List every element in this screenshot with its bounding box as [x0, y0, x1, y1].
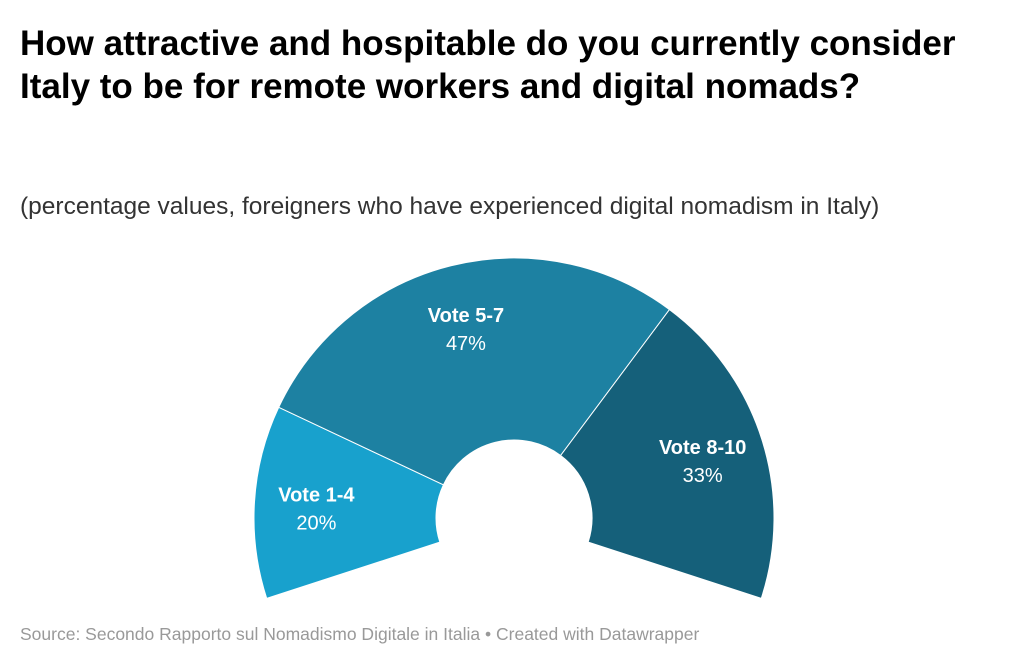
- slice-value-vote-8-10: 33%: [683, 465, 723, 487]
- slices-group: [253, 257, 775, 599]
- slice-vote-5-7[interactable]: [278, 257, 671, 486]
- slice-label-vote-8-10: Vote 8-10: [659, 437, 746, 459]
- slice-label-vote-1-4: Vote 1-4: [278, 485, 355, 507]
- chart-subtitle: (percentage values, foreigners who have …: [20, 193, 880, 220]
- chart-footer: Source: Secondo Rapporto sul Nomadismo D…: [20, 624, 699, 645]
- slice-vote-8-10[interactable]: [559, 308, 775, 599]
- footer-separator: •: [484, 624, 492, 644]
- slice-label-vote-5-7: Vote 5-7: [428, 305, 504, 327]
- source-text: Source: Secondo Rapporto sul Nomadismo D…: [20, 624, 481, 644]
- chart-title: How attractive and hospitable do you cur…: [20, 24, 956, 106]
- slice-vote-1-4[interactable]: [253, 406, 445, 599]
- slice-labels-group: Vote 1-4 20% Vote 5-7 47% Vote 8-10 33%: [278, 305, 746, 535]
- credit-link[interactable]: Created with Datawrapper: [496, 624, 700, 644]
- slice-value-vote-1-4: 20%: [296, 513, 336, 535]
- slice-value-vote-5-7: 47%: [446, 333, 486, 355]
